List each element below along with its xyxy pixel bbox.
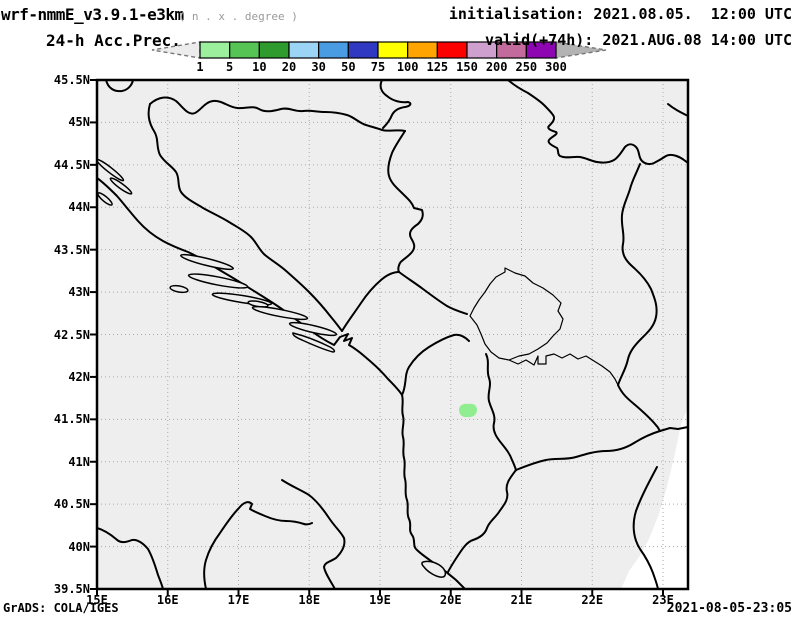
- coastline-italy-west: [97, 527, 164, 589]
- border-drina-bosnia-serbia: [387, 130, 424, 273]
- model-title: wrf-nmmE_v3.9.1-e3km( n . x . degree ): [1, 5, 298, 24]
- country-borders-thin: [469, 267, 619, 386]
- border-serbia-bulgaria: [617, 163, 658, 386]
- legend-segment: [229, 41, 260, 59]
- country-borders: [97, 80, 688, 589]
- border-danube-croatia-serbia: [379, 80, 412, 129]
- valid-time: valid(+74h): 2021.AUG.08 14:00 UTC: [484, 31, 792, 49]
- border-greece-macedonia: [515, 430, 661, 471]
- coastline-adriatic: [97, 177, 466, 589]
- border-montenegro-bosnia: [341, 271, 400, 332]
- legend-segment: [318, 41, 349, 59]
- border-montenegro-albania: [401, 333, 470, 396]
- product-title: 24-h Acc.Prec.: [46, 31, 181, 50]
- island: [97, 158, 125, 182]
- coastline-greece-thermaic: [632, 466, 659, 589]
- legend-segment: [199, 41, 231, 59]
- island: [288, 321, 338, 337]
- coastline-italy-taranto: [203, 501, 313, 589]
- initialisation-time: initialisation: 2021.08.05. 12:00 UTC: [448, 5, 792, 23]
- peninsula-peljesac: [292, 332, 336, 353]
- legend-segment: [525, 41, 557, 59]
- border-romania-edge: [667, 103, 688, 117]
- border-macedonia-bulgaria: [617, 384, 661, 432]
- island: [180, 253, 234, 271]
- legend-segment: [407, 41, 438, 59]
- grads-credit: GrADS: COLA/IGES: [3, 601, 119, 615]
- island: [169, 284, 189, 294]
- model-title-note: ( n . x . degree ): [178, 10, 298, 23]
- legend-segment: [258, 41, 290, 59]
- legend-segment: [288, 41, 320, 59]
- border-croatia-bosnia: [147, 103, 343, 332]
- legend-color-segments: [199, 41, 557, 59]
- colorbar-legend: [151, 41, 607, 59]
- adriatic-islands: [97, 158, 447, 578]
- island: [251, 305, 309, 321]
- border-danube-serbia-romania: [507, 80, 688, 166]
- border-albania-greece: [447, 469, 517, 573]
- border-slovenia-croatia: [105, 80, 134, 93]
- legend-segment: [347, 41, 379, 59]
- map-nodata-region: [621, 408, 688, 589]
- border-kosovo: [469, 267, 564, 361]
- map-gridlines: [97, 80, 688, 589]
- island-corfu: [421, 560, 447, 578]
- legend-segment: [436, 41, 468, 59]
- precip-area-1-5mm: [459, 403, 477, 418]
- border-macedonia-north: [508, 353, 619, 386]
- coastline-italy-puglia: [281, 479, 346, 589]
- border-greece-bulgaria: [659, 426, 688, 432]
- island: [109, 177, 133, 195]
- legend-segment: [377, 41, 409, 59]
- border-sava-bosnia-north: [149, 96, 406, 132]
- map-frame: [95, 78, 690, 591]
- border-serbia-montenegro: [398, 271, 468, 315]
- creation-timestamp: 2021-08-05-23:05: [666, 601, 792, 616]
- island: [187, 273, 249, 289]
- border-albania-macedonia: [485, 353, 517, 471]
